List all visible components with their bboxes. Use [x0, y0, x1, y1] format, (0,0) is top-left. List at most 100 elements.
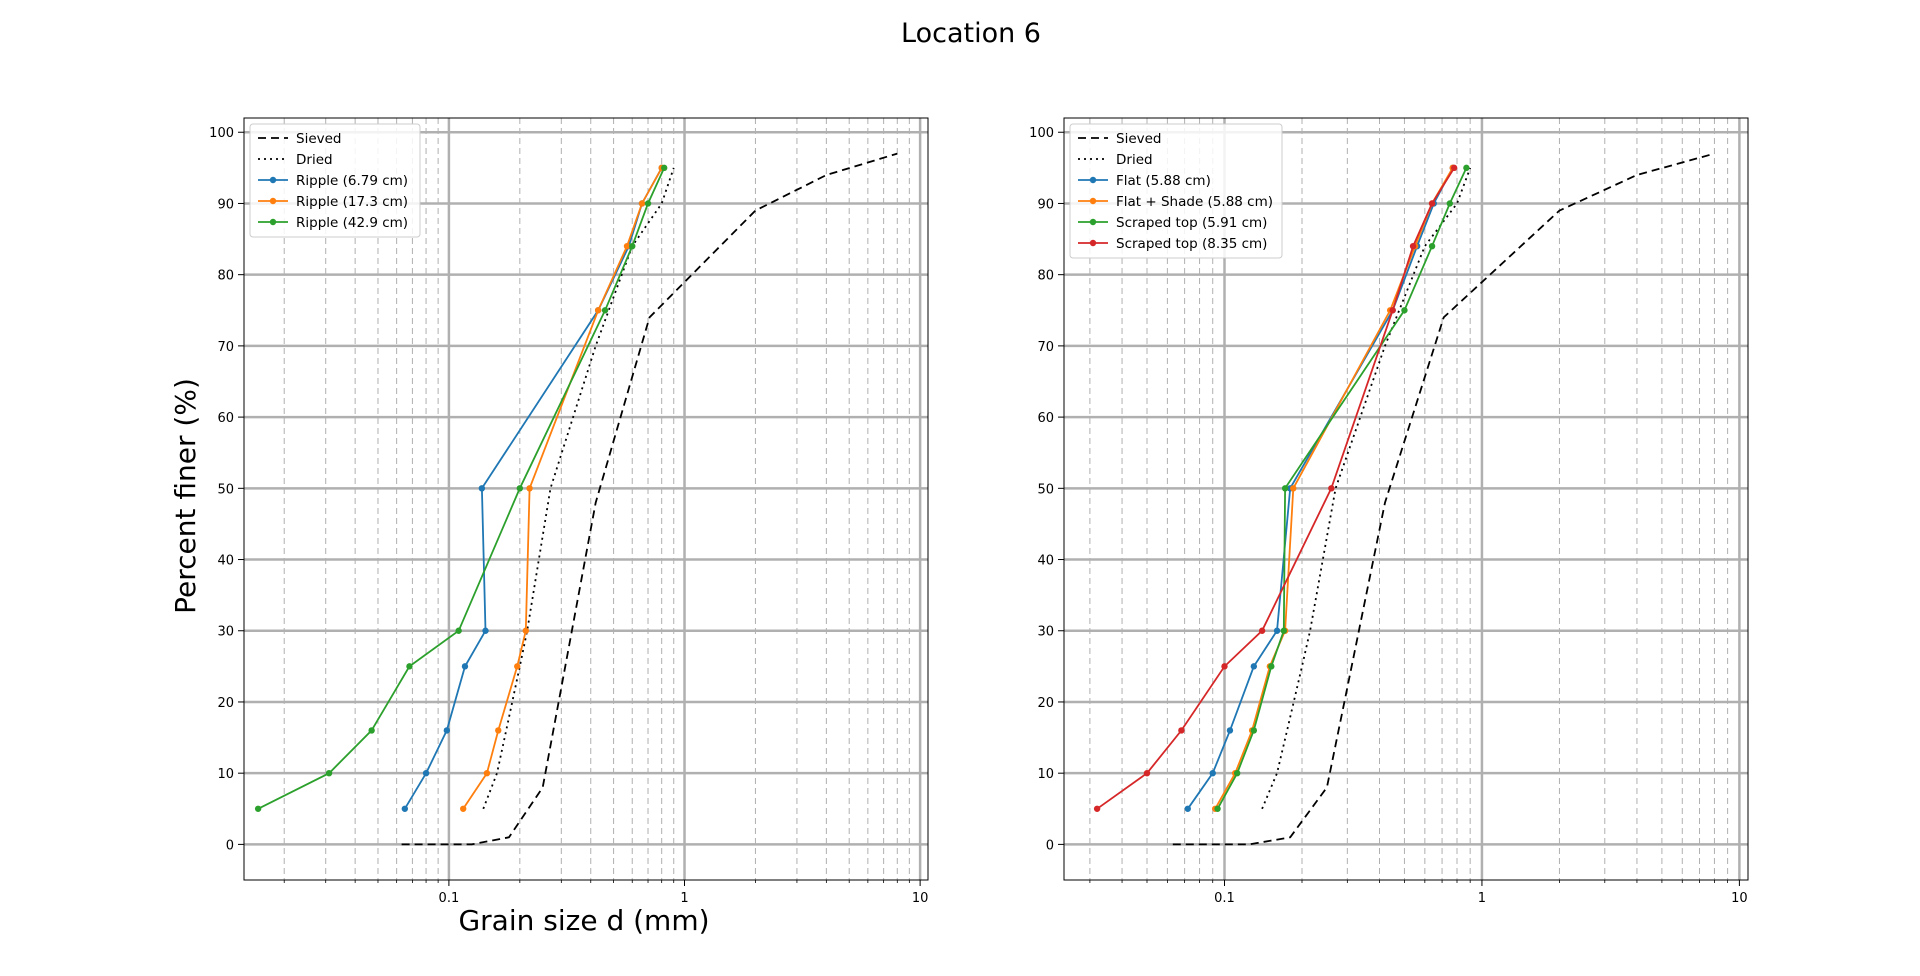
y-tick-label: 50	[1037, 482, 1054, 497]
y-tick-label: 70	[1037, 340, 1054, 355]
data-point	[1409, 242, 1417, 250]
data-point	[1233, 769, 1241, 777]
figure-title: Location 6	[901, 18, 1041, 49]
x-tick-label: 10	[1731, 891, 1748, 906]
data-point	[1428, 242, 1436, 250]
y-axis-label: Percent finer (%)	[169, 378, 202, 614]
data-point	[661, 164, 668, 172]
data-point	[1250, 663, 1258, 670]
y-tick-label: 0	[1046, 838, 1054, 853]
y-tick-label: 60	[217, 411, 234, 426]
series-line	[257, 167, 666, 810]
data-point	[516, 485, 524, 492]
series-line	[1172, 152, 1715, 846]
data-point	[368, 727, 375, 734]
data-point	[644, 200, 652, 207]
data-point	[1143, 769, 1151, 777]
legend-label: Ripple (17.3 cm)	[296, 194, 408, 210]
y-tick-label: 100	[209, 126, 234, 141]
axes-frame	[243, 117, 929, 881]
data-point	[401, 805, 409, 812]
legend-marker	[1089, 176, 1097, 184]
data-point	[478, 485, 486, 492]
legend-label: Flat + Shade (5.88 cm)	[1116, 194, 1273, 210]
y-tick-label: 20	[217, 696, 234, 711]
data-point	[601, 307, 609, 314]
legend-marker	[269, 218, 277, 226]
data-point	[1281, 485, 1289, 492]
y-tick-label: 40	[217, 554, 234, 569]
series-line	[462, 167, 663, 810]
data-point	[1209, 769, 1216, 777]
data-point	[1178, 727, 1185, 734]
data-point	[1226, 727, 1234, 734]
data-point	[1389, 307, 1396, 314]
data-point	[629, 242, 636, 250]
data-point	[623, 242, 631, 250]
data-point	[1290, 485, 1297, 492]
y-tick-label: 50	[217, 482, 234, 497]
legend-label: Dried	[296, 152, 333, 168]
legend-marker	[1089, 197, 1097, 205]
legend-marker	[1089, 218, 1097, 226]
legend-label: Dried	[1116, 152, 1153, 168]
data-point	[483, 769, 491, 777]
x-tick-label: 1	[680, 891, 688, 906]
series-line	[1261, 167, 1472, 810]
y-tick-label: 40	[1037, 554, 1054, 569]
series-line	[1096, 167, 1455, 810]
x-tick-label: 0.1	[1214, 891, 1235, 906]
data-point	[254, 805, 262, 812]
legend-marker	[269, 197, 277, 205]
legend-marker	[1089, 239, 1097, 247]
data-point	[1214, 805, 1221, 812]
data-point	[1280, 627, 1288, 634]
legend-label: Flat (5.88 cm)	[1116, 173, 1211, 189]
legend-marker	[269, 176, 277, 184]
y-tick-label: 90	[1037, 197, 1054, 212]
y-tick-label: 20	[1037, 696, 1054, 711]
data-point	[443, 727, 451, 734]
x-tick-label: 10	[912, 891, 929, 906]
legend-label: Sieved	[296, 131, 342, 147]
x-tick-label: 1	[1478, 891, 1486, 906]
data-point	[1184, 805, 1191, 812]
series-line	[401, 152, 898, 846]
data-point	[455, 627, 462, 634]
legend-box	[1069, 123, 1283, 259]
data-point	[638, 200, 646, 207]
data-point	[1463, 164, 1470, 172]
data-point	[325, 769, 333, 777]
data-point	[1328, 485, 1335, 492]
data-point	[482, 627, 489, 634]
data-point	[1428, 200, 1436, 207]
data-point	[460, 805, 467, 812]
legend-label: Scraped top (5.91 cm)	[1116, 215, 1267, 231]
data-point	[522, 627, 529, 634]
data-point	[1446, 200, 1453, 207]
data-point	[1221, 663, 1228, 670]
y-tick-label: 30	[1037, 625, 1054, 640]
y-tick-label: 90	[217, 197, 234, 212]
x-axis-label: Grain size d (mm)	[458, 904, 709, 937]
data-point	[514, 663, 521, 670]
y-tick-label: 80	[1037, 269, 1054, 284]
data-point	[1268, 663, 1275, 670]
data-point	[1258, 627, 1266, 634]
x-tick-label: 0.1	[439, 891, 460, 906]
data-point	[1450, 164, 1458, 172]
data-point	[1273, 627, 1281, 634]
y-tick-label: 60	[1037, 411, 1054, 426]
legend-label: Ripple (42.9 cm)	[296, 215, 408, 231]
legend-label: Ripple (6.79 cm)	[296, 173, 408, 189]
series-line	[482, 167, 675, 810]
data-point	[594, 307, 602, 314]
y-tick-label: 10	[217, 767, 234, 782]
y-tick-label: 70	[217, 340, 234, 355]
legend-box	[249, 123, 421, 238]
y-tick-label: 100	[1029, 126, 1054, 141]
axes-frame	[1063, 117, 1749, 881]
y-tick-label: 30	[217, 625, 234, 640]
